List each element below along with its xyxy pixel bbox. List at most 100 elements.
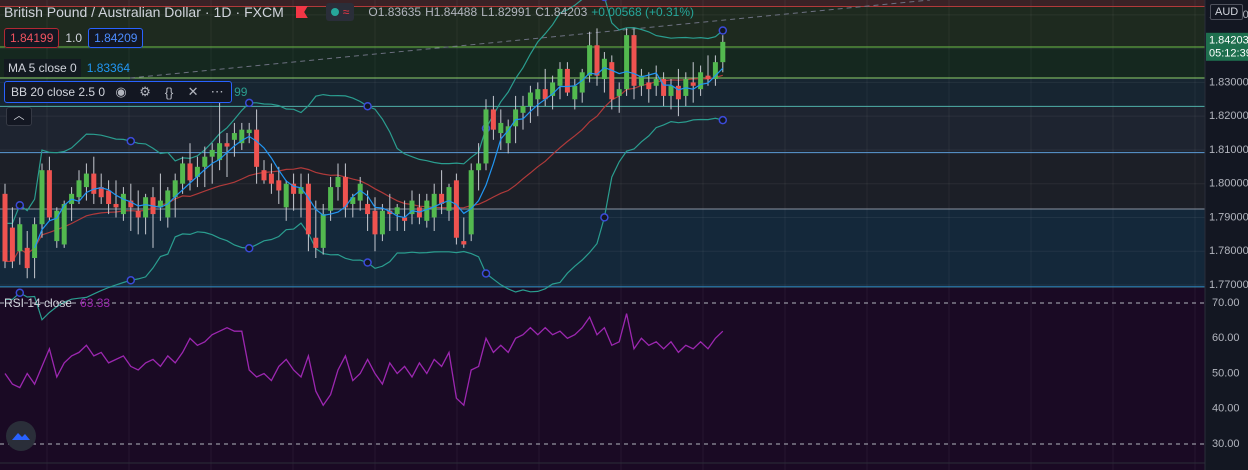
- candle-body[interactable]: [594, 45, 600, 76]
- candle-body[interactable]: [505, 126, 511, 144]
- candle-body[interactable]: [446, 187, 452, 211]
- candle-body[interactable]: [513, 109, 519, 127]
- gear-icon[interactable]: ⚙: [139, 84, 151, 99]
- candle-body[interactable]: [675, 85, 681, 100]
- candle-body[interactable]: [350, 197, 356, 204]
- tradingview-logo[interactable]: [6, 421, 36, 451]
- candle-body[interactable]: [668, 85, 674, 96]
- candle-body[interactable]: [490, 109, 496, 130]
- candle-body[interactable]: [616, 89, 622, 96]
- candle-body[interactable]: [224, 143, 230, 147]
- candle-body[interactable]: [268, 173, 274, 184]
- candle-body[interactable]: [320, 214, 326, 248]
- candle-body[interactable]: [24, 247, 30, 269]
- candle-body[interactable]: [564, 68, 570, 93]
- candle-body[interactable]: [313, 237, 319, 248]
- candle-body[interactable]: [231, 133, 237, 140]
- interval-label[interactable]: 1D: [213, 4, 232, 20]
- source-code-icon[interactable]: {}: [164, 84, 174, 100]
- candle-body[interactable]: [291, 183, 297, 194]
- candle-body[interactable]: [379, 210, 385, 235]
- candle-body[interactable]: [424, 200, 430, 221]
- candle-body[interactable]: [631, 35, 637, 86]
- bb-upper-band[interactable]: [5, 0, 724, 224]
- candle-body[interactable]: [180, 163, 186, 184]
- candle-body[interactable]: [32, 224, 38, 258]
- bb-anchor-point[interactable]: [363, 101, 372, 111]
- bb-anchor-point[interactable]: [600, 213, 609, 222]
- bb-anchor-point[interactable]: [718, 26, 728, 35]
- bb-anchor-point[interactable]: [244, 244, 254, 253]
- candle-body[interactable]: [335, 176, 341, 188]
- candle-body[interactable]: [46, 170, 52, 218]
- candle-body[interactable]: [624, 35, 630, 90]
- candle-body[interactable]: [476, 163, 482, 171]
- candle-body[interactable]: [550, 82, 556, 96]
- candle-body[interactable]: [2, 193, 8, 262]
- candle-body[interactable]: [638, 75, 644, 86]
- candle-body[interactable]: [601, 58, 607, 80]
- candle-body[interactable]: [646, 82, 652, 90]
- more-icon[interactable]: ⋯: [210, 84, 224, 99]
- candle-body[interactable]: [483, 109, 489, 164]
- candle-body[interactable]: [54, 210, 60, 242]
- candle-body[interactable]: [120, 193, 126, 215]
- candle-body[interactable]: [261, 170, 267, 181]
- trend-line[interactable]: [129, 0, 931, 79]
- candle-body[interactable]: [461, 241, 467, 245]
- candle-body[interactable]: [106, 190, 112, 204]
- candle-body[interactable]: [305, 183, 311, 235]
- candle-body[interactable]: [557, 68, 563, 86]
- candle-body[interactable]: [135, 210, 141, 218]
- candle-body[interactable]: [542, 89, 548, 100]
- candle-body[interactable]: [698, 72, 704, 90]
- bb-anchor-point[interactable]: [126, 136, 136, 146]
- close-icon[interactable]: ✕: [187, 84, 199, 99]
- candle-body[interactable]: [276, 180, 282, 191]
- candle-body[interactable]: [394, 207, 400, 215]
- candle-body[interactable]: [342, 176, 348, 208]
- candle-body[interactable]: [357, 183, 363, 201]
- candle-body[interactable]: [246, 129, 252, 134]
- market-status-icon[interactable]: ≈: [325, 3, 355, 21]
- candle-body[interactable]: [283, 183, 289, 208]
- bb-anchor-point[interactable]: [601, 0, 608, 2]
- rsi-line[interactable]: [4, 313, 724, 407]
- candle-body[interactable]: [661, 79, 667, 96]
- candle-body[interactable]: [254, 129, 260, 167]
- ma-line[interactable]: [34, 66, 724, 249]
- candle-body[interactable]: [372, 210, 378, 235]
- candle-body[interactable]: [409, 200, 415, 215]
- bb-anchor-point[interactable]: [363, 258, 372, 267]
- candle-body[interactable]: [609, 62, 615, 100]
- collapse-legend-button[interactable]: ︿: [6, 107, 32, 126]
- rsi-indicator-label[interactable]: RSI 14 close: [4, 296, 73, 310]
- last-price-tag[interactable]: [1206, 32, 1248, 61]
- bb-anchor-point[interactable]: [244, 98, 254, 108]
- bb-anchor-point[interactable]: [126, 276, 136, 285]
- bb-indicator-legend[interactable]: BB 20 close 2.5 0 ◉ ⚙ {} ✕ ⋯: [4, 81, 233, 103]
- candle-body[interactable]: [453, 180, 459, 238]
- candle-body[interactable]: [365, 203, 371, 215]
- currency-badge[interactable]: AUD: [1210, 4, 1244, 20]
- candle-body[interactable]: [157, 200, 163, 208]
- candle-body[interactable]: [298, 187, 304, 194]
- candle-body[interactable]: [172, 180, 178, 198]
- price-scale[interactable]: [1205, 0, 1248, 470]
- candle-body[interactable]: [712, 62, 718, 80]
- candle-body[interactable]: [653, 79, 659, 86]
- bb-anchor-point[interactable]: [481, 269, 491, 278]
- candle-body[interactable]: [217, 143, 223, 161]
- buy-price-button[interactable]: 1.84209: [88, 28, 144, 48]
- candle-body[interactable]: [187, 163, 193, 181]
- candle-body[interactable]: [39, 170, 45, 225]
- sell-price-button[interactable]: 1.84199: [4, 28, 60, 48]
- candle-body[interactable]: [535, 89, 541, 100]
- flag-icon[interactable]: [295, 6, 308, 18]
- ma-indicator-label[interactable]: MA 5 close 0: [4, 59, 81, 77]
- candle-body[interactable]: [468, 170, 474, 235]
- candle-body[interactable]: [431, 193, 437, 218]
- candle-body[interactable]: [690, 82, 696, 86]
